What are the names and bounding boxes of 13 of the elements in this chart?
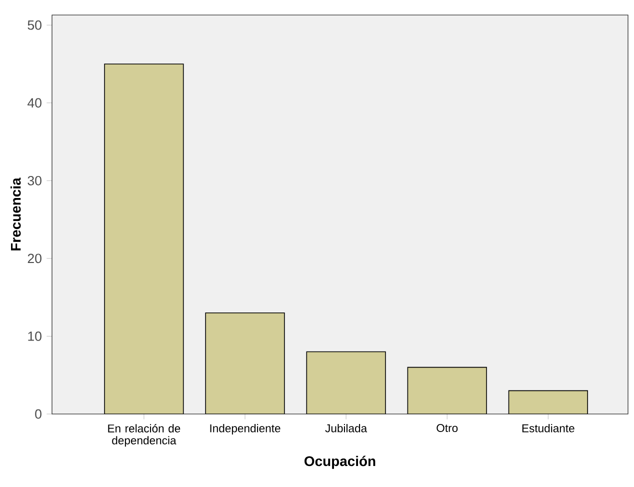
y-tick-label: 50 xyxy=(28,20,42,30)
x-tick-label: Independiente xyxy=(210,424,280,435)
x-tick-label: Jubilada xyxy=(325,424,368,432)
y-tick-label: 40 xyxy=(28,98,42,108)
y-tick-label: 10 xyxy=(28,332,42,341)
y-axis-title: Frecuencia xyxy=(10,178,21,250)
y-tick-label: 20 xyxy=(28,254,42,264)
x-axis-title: Ocupación xyxy=(304,456,376,469)
y-tick-label: 30 xyxy=(28,176,42,186)
x-tick-label: Estudiante xyxy=(522,424,574,432)
y-tick-label: 0 xyxy=(35,409,42,419)
x-tick-label: Otro xyxy=(436,424,458,432)
x-tick-label: En relación de dependencia xyxy=(108,424,180,447)
